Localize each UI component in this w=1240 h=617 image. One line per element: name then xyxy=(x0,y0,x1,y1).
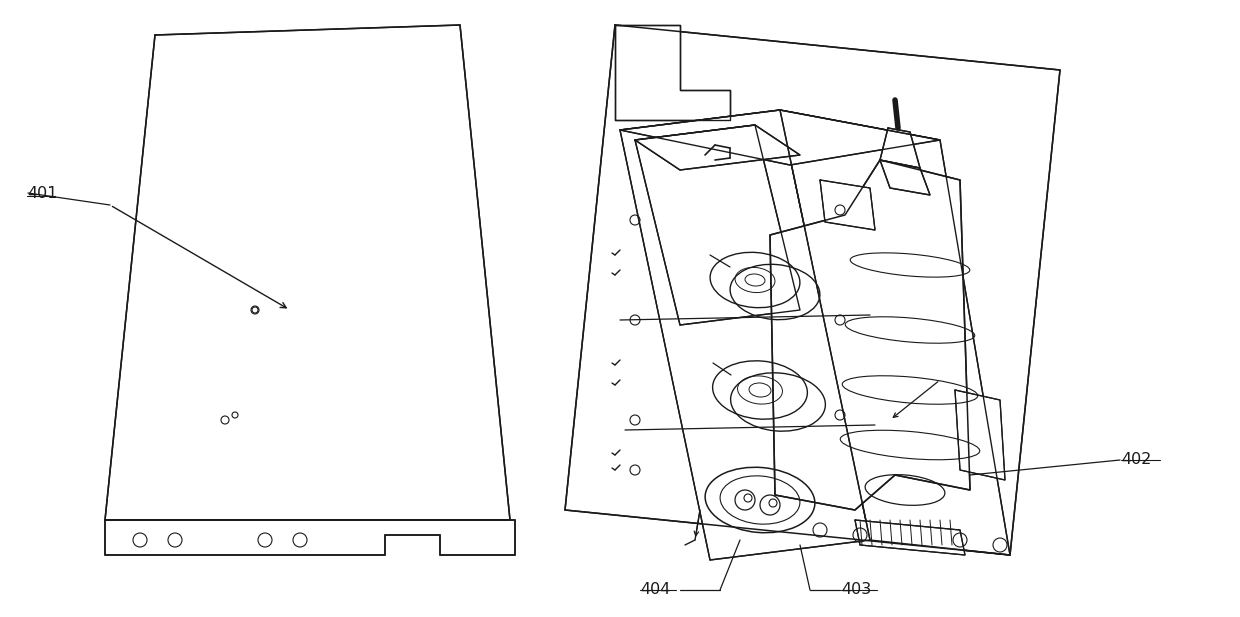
Polygon shape xyxy=(105,520,515,555)
Polygon shape xyxy=(955,390,1004,480)
Polygon shape xyxy=(565,25,1060,555)
Polygon shape xyxy=(635,125,800,325)
Text: 401: 401 xyxy=(27,186,57,201)
Polygon shape xyxy=(620,110,870,560)
Polygon shape xyxy=(615,25,730,120)
Polygon shape xyxy=(880,160,930,195)
Text: 402: 402 xyxy=(1121,452,1152,468)
Polygon shape xyxy=(856,520,965,555)
Polygon shape xyxy=(820,180,875,230)
Polygon shape xyxy=(780,110,1011,555)
Polygon shape xyxy=(880,128,920,168)
Text: 403: 403 xyxy=(841,582,872,597)
Polygon shape xyxy=(105,25,510,520)
Polygon shape xyxy=(620,110,940,165)
Polygon shape xyxy=(770,160,970,510)
Polygon shape xyxy=(635,125,800,170)
Text: 404: 404 xyxy=(640,582,671,597)
